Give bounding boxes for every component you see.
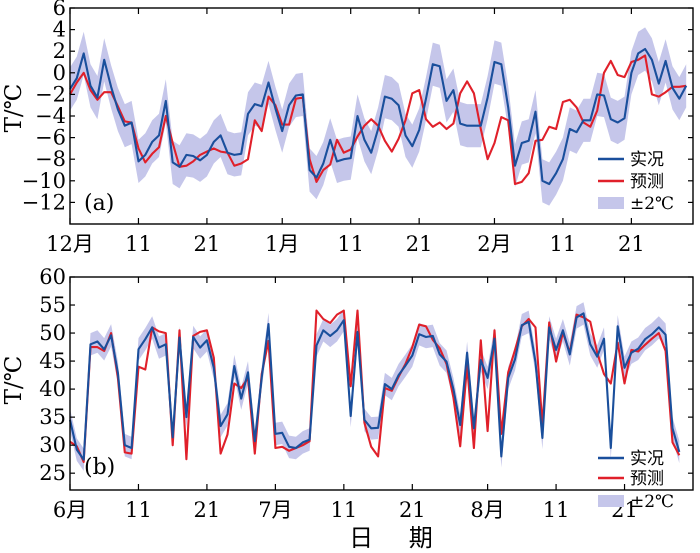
x-tick-label: 21 — [399, 498, 426, 522]
panel-b-ylabel: T/℃ — [1, 356, 27, 405]
legend-band-label: ±2℃ — [630, 492, 674, 512]
panel-b-lines — [68, 309, 681, 464]
y-tick-label: 50 — [39, 321, 66, 345]
x-tick-label: 21 — [194, 498, 221, 522]
legend-observed-label: 实况 — [630, 150, 664, 170]
y-tick-label: 4 — [53, 18, 66, 42]
legend-forecast-label: 预测 — [630, 469, 664, 489]
y-tick-label: 60 — [39, 265, 66, 289]
y-tick-label: 40 — [39, 377, 66, 401]
legend-band-swatch — [598, 495, 624, 507]
x-tick-label: 11 — [550, 232, 577, 256]
series-observed-line — [68, 312, 681, 461]
x-tick-label: 21 — [618, 232, 645, 256]
x-axis-label: 日 期 — [349, 524, 447, 552]
y-tick-label: −6 — [35, 126, 66, 150]
y-tick-label: 45 — [39, 349, 66, 373]
panel-a-legend: 实况 预测 ±2℃ — [598, 150, 674, 214]
x-tick-label: 1月 — [265, 232, 299, 256]
x-tick-label: 21 — [194, 232, 221, 256]
y-tick-label: −8 — [35, 147, 66, 171]
panel-a-tag: (a) — [84, 191, 114, 216]
x-tick-label: 21 — [406, 232, 433, 256]
panel-b-band — [70, 302, 680, 471]
y-tick-label: 2 — [53, 39, 66, 63]
x-tick-label: 7月 — [258, 498, 292, 522]
y-tick-label: 25 — [39, 461, 66, 485]
y-tick-label: 35 — [39, 405, 66, 429]
x-tick-label: 6月 — [53, 498, 87, 522]
y-tick-label: −10 — [22, 169, 66, 193]
x-tick-label: 11 — [125, 232, 152, 256]
uncertainty-band — [70, 302, 680, 471]
legend-observed-label: 实况 — [630, 449, 664, 469]
uncertainty-band — [70, 27, 687, 206]
legend-forecast-label: 预测 — [630, 172, 664, 192]
x-tick-label: 8月 — [470, 498, 504, 522]
y-tick-label: 55 — [39, 293, 66, 317]
series-observed-line — [69, 47, 688, 186]
x-tick-label: 11 — [330, 498, 357, 522]
legend-band-swatch — [598, 197, 624, 209]
x-tick-label: 11 — [337, 232, 364, 256]
y-tick-label: −12 — [22, 190, 66, 214]
x-tick-label: 2月 — [477, 232, 511, 256]
legend-band-label: ±2℃ — [630, 194, 674, 214]
panel-a-ylabel: T/℃ — [1, 84, 27, 133]
x-tick-label: 11 — [125, 498, 152, 522]
y-tick-label: −2 — [35, 82, 66, 106]
y-tick-label: 30 — [39, 433, 66, 457]
panel-b-frame — [69, 276, 694, 491]
panel-a-lines — [69, 47, 688, 186]
y-tick-label: 0 — [53, 61, 66, 85]
panel-a-band — [70, 27, 687, 206]
x-tick-label: 11 — [543, 498, 570, 522]
y-tick-label: −4 — [35, 104, 66, 128]
panel-b-legend: 实况 预测 ±2℃ — [598, 449, 674, 512]
panel-b-tag: (b) — [84, 455, 115, 480]
x-tick-label: 12月 — [46, 232, 94, 256]
y-tick-label: 6 — [53, 0, 66, 20]
